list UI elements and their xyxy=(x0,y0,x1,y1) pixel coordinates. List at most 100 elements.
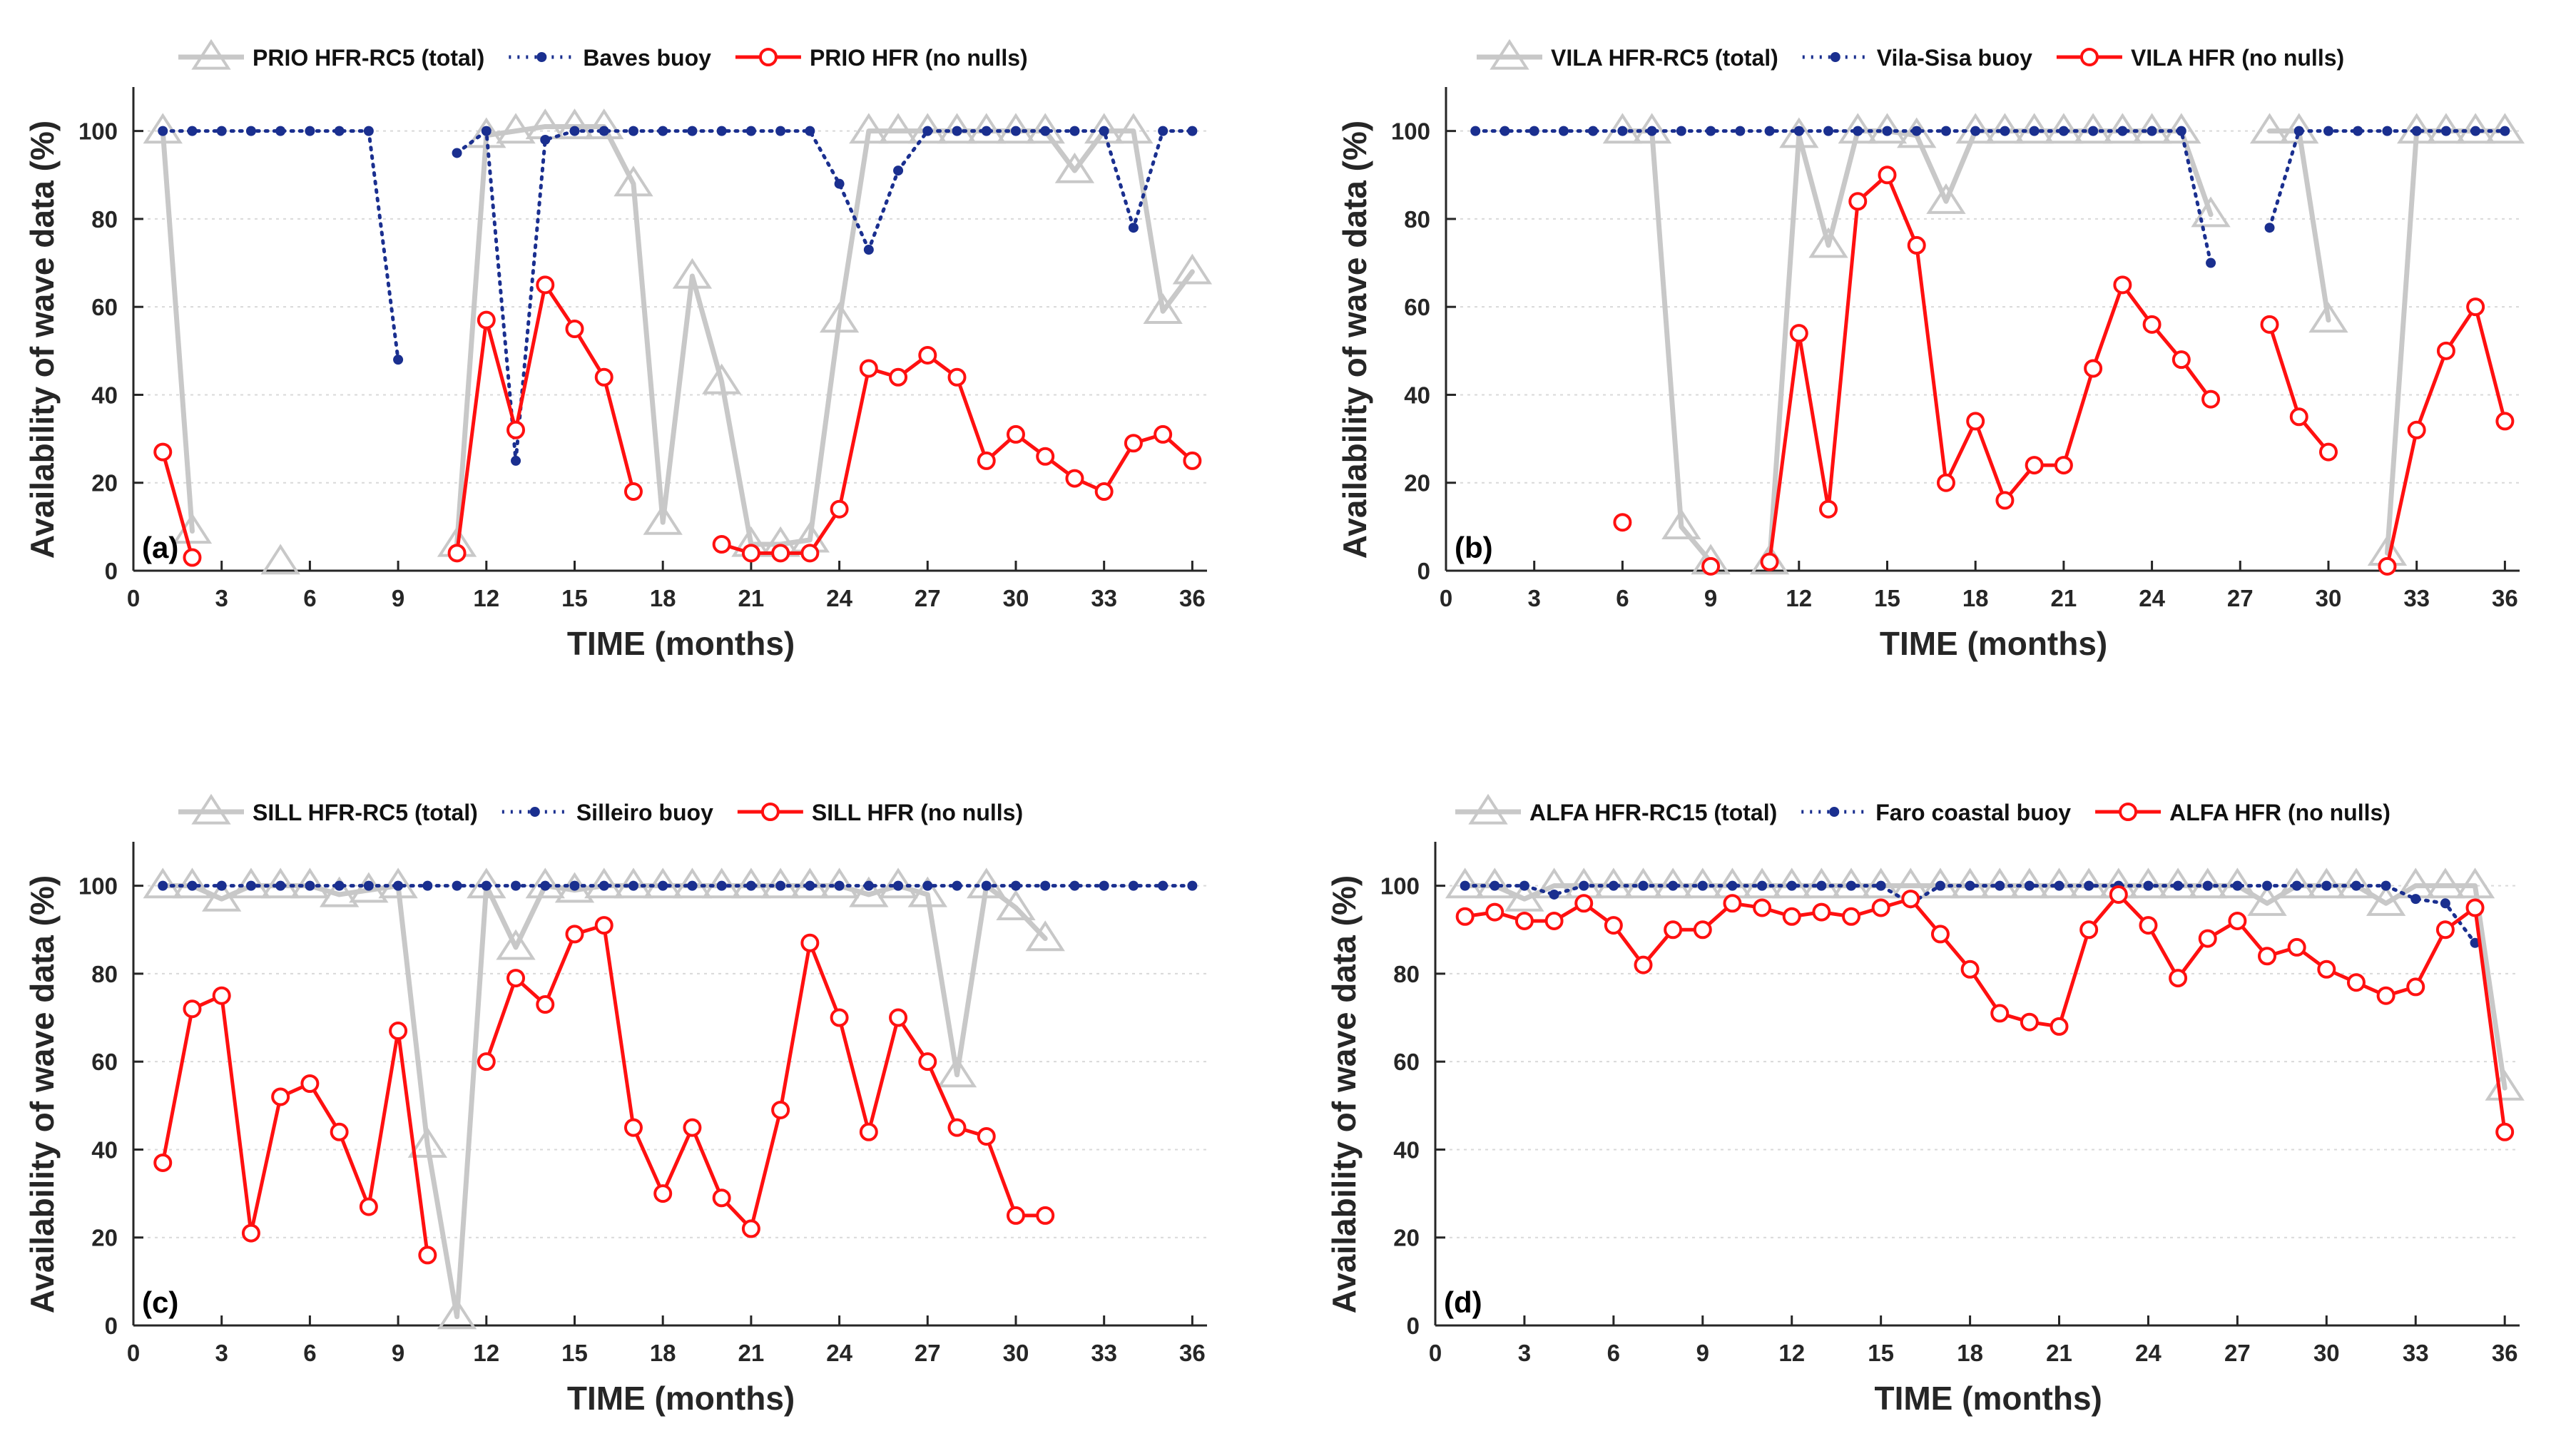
legend-entry: VILA HFR-RC5 (total) xyxy=(1551,45,1778,71)
data-point xyxy=(481,880,492,891)
data-point xyxy=(2495,412,2515,431)
data-point xyxy=(2228,911,2247,930)
data-point xyxy=(2014,113,2055,144)
data-point xyxy=(1460,880,1470,891)
series-line xyxy=(2267,128,2331,323)
data-point xyxy=(2020,1012,2039,1032)
data-point xyxy=(2321,880,2332,891)
y-axis-label: Availability of wave data (%) xyxy=(1325,875,1363,1313)
series-buoy xyxy=(158,880,1198,891)
data-point xyxy=(1764,126,1775,136)
data-point xyxy=(2143,880,2154,891)
data-point xyxy=(1664,920,1683,940)
data-point xyxy=(1187,880,1198,891)
data-point xyxy=(2410,894,2421,905)
series-line xyxy=(2268,322,2331,454)
x-tick-label: 3 xyxy=(1518,1340,1531,1366)
data-point xyxy=(2411,126,2422,136)
x-tick-label: 12 xyxy=(1778,1340,1805,1366)
data-point xyxy=(245,126,256,136)
data-point xyxy=(2376,986,2395,1005)
data-point xyxy=(878,867,918,899)
x-tick-label: 9 xyxy=(1704,585,1717,611)
data-point xyxy=(153,1153,173,1172)
data-point xyxy=(1930,925,1950,944)
data-point xyxy=(1816,880,1827,891)
x-tick-label: 30 xyxy=(2316,585,2342,611)
x-tick-label: 12 xyxy=(1786,585,1812,611)
data-point xyxy=(1054,152,1095,183)
x-tick-label: 27 xyxy=(2227,585,2254,611)
data-point xyxy=(260,867,300,899)
y-tick-label: 60 xyxy=(1393,1049,1420,1075)
legend-entry: PRIO HFR (no nulls) xyxy=(810,45,1028,71)
data-point xyxy=(977,451,996,470)
data-point xyxy=(275,880,286,891)
data-point xyxy=(1006,1206,1025,1225)
series-line xyxy=(484,923,1047,1231)
data-point xyxy=(2436,341,2455,360)
data-point xyxy=(947,367,967,387)
y-tick-label: 0 xyxy=(105,1313,118,1339)
data-point xyxy=(506,969,526,988)
y-tick-label: 20 xyxy=(1404,470,1430,497)
data-point xyxy=(1842,907,1861,926)
data-point xyxy=(1646,126,1657,136)
data-point xyxy=(889,367,908,387)
data-point xyxy=(1911,126,1922,136)
y-tick-label: 0 xyxy=(1407,1313,1420,1339)
y-tick-label: 60 xyxy=(91,1049,118,1075)
data-point xyxy=(1782,907,1801,926)
data-point xyxy=(1860,867,1901,899)
data-point xyxy=(2054,456,2073,475)
data-point xyxy=(2058,126,2069,136)
data-point xyxy=(1006,424,1025,444)
data-point xyxy=(716,126,727,136)
data-point xyxy=(967,867,1007,899)
x-tick-label: 33 xyxy=(2403,585,2430,611)
data-point xyxy=(2440,898,2450,909)
x-tick-label: 30 xyxy=(2313,1340,2340,1366)
data-point xyxy=(2308,302,2348,333)
legend-swatch-marker xyxy=(760,803,780,821)
data-point xyxy=(2346,973,2366,992)
legend-swatch-marker xyxy=(529,807,540,817)
x-tick-label: 21 xyxy=(738,1340,765,1366)
data-point xyxy=(1950,867,1990,899)
data-point xyxy=(2353,126,2363,136)
data-point xyxy=(1985,113,2025,144)
y-tick-label: 60 xyxy=(1404,294,1430,320)
data-point xyxy=(2109,885,2128,904)
data-point xyxy=(330,1122,349,1141)
data-point xyxy=(701,867,742,899)
legend-swatch-marker xyxy=(1490,39,1529,70)
data-point xyxy=(2279,113,2319,144)
data-point xyxy=(1693,920,1712,940)
data-point xyxy=(1875,880,1886,891)
data-point xyxy=(1490,880,1500,891)
data-point xyxy=(771,544,790,563)
data-point xyxy=(1676,126,1686,136)
data-point xyxy=(687,880,698,891)
data-point xyxy=(2147,126,2157,136)
data-point xyxy=(947,1118,967,1137)
y-tick-label: 40 xyxy=(91,1136,118,1163)
y-tick-label: 80 xyxy=(91,961,118,987)
data-point xyxy=(554,108,595,140)
legend-swatch-marker xyxy=(191,793,231,825)
data-point xyxy=(658,880,668,891)
data-point xyxy=(1638,880,1649,891)
legend: PRIO HFR-RC5 (total) Baves buoy PRIO HFR (… xyxy=(178,39,1028,71)
data-point xyxy=(800,933,820,952)
data-point xyxy=(863,880,874,891)
x-tick-label: 24 xyxy=(826,1340,852,1366)
legend-entry: Baves buoy xyxy=(583,45,711,71)
data-point xyxy=(2202,880,2213,891)
data-point xyxy=(2351,880,2361,891)
x-tick-label: 27 xyxy=(2224,1340,2251,1366)
data-point xyxy=(1727,880,1738,891)
data-point xyxy=(1723,894,1742,913)
data-point xyxy=(1907,235,1926,255)
data-point xyxy=(2117,126,2128,136)
data-point xyxy=(506,420,526,439)
